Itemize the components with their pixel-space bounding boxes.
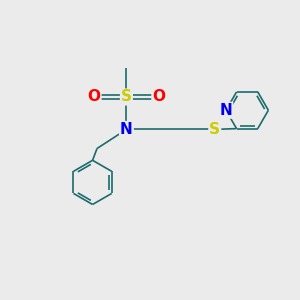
Text: S: S	[121, 89, 132, 104]
Text: N: N	[120, 122, 133, 137]
Text: N: N	[220, 103, 232, 118]
Text: O: O	[152, 89, 165, 104]
Text: O: O	[88, 89, 100, 104]
Text: S: S	[209, 122, 220, 137]
